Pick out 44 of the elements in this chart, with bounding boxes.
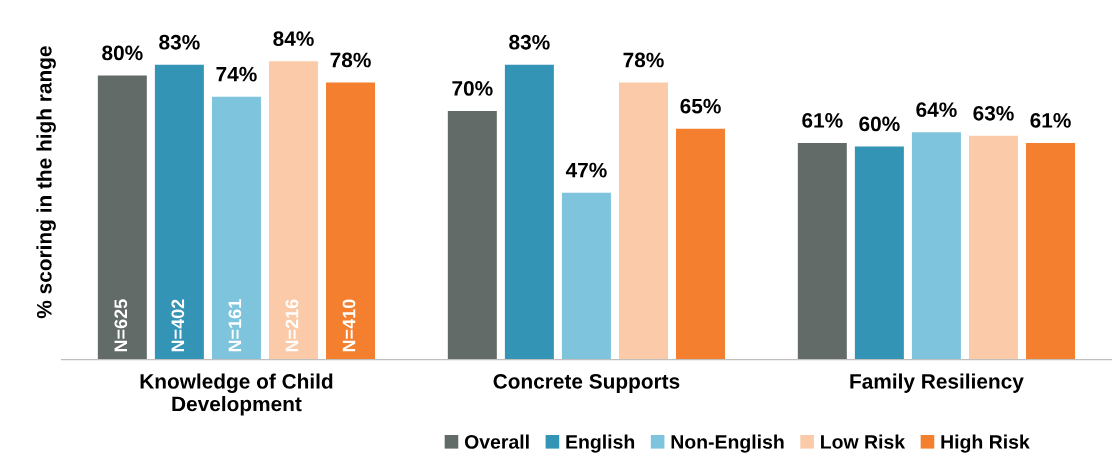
data-label: 64% [916, 102, 957, 118]
bar [676, 128, 726, 360]
data-label: 84% [273, 31, 314, 47]
bar [268, 61, 318, 360]
data-label: 61% [1030, 112, 1071, 128]
bar [854, 146, 904, 360]
bar [211, 96, 261, 360]
data-label: 60% [859, 116, 900, 132]
bar [447, 111, 497, 360]
legend-label: English [566, 434, 635, 453]
data-label: 61% [802, 112, 843, 128]
bar [968, 135, 1018, 360]
data-label: 80% [102, 45, 143, 61]
x-tick-label: Family Resiliency [850, 373, 1024, 393]
y-axis-title: % scoring in the high range [36, 46, 56, 319]
data-label: 65% [680, 98, 721, 114]
bar [154, 64, 204, 360]
legend-label: Low Risk [821, 434, 906, 449]
bar [97, 75, 147, 360]
bar [1026, 142, 1076, 360]
bar [504, 64, 554, 360]
data-label: 83% [159, 34, 200, 50]
bar [326, 82, 376, 360]
annotation: N=625 [114, 299, 128, 352]
bar [618, 82, 668, 360]
data-label: 83% [509, 34, 550, 50]
legend-label: Non-English [671, 434, 784, 453]
data-label: 74% [216, 66, 257, 82]
legend-label: Overall [464, 434, 529, 449]
bar [561, 192, 611, 360]
x-tick-label: Knowledge of Child Development [140, 373, 333, 416]
bar [797, 142, 847, 360]
data-label: 78% [623, 52, 664, 68]
data-label: 78% [330, 52, 371, 68]
x-tick-label: Concrete Supports [493, 374, 680, 393]
annotation: N=216 [285, 299, 299, 352]
data-label: 63% [973, 105, 1014, 121]
data-label: 70% [452, 81, 493, 96]
bar [911, 132, 961, 360]
annotation: N=161 [228, 299, 242, 352]
annotation: N=410 [342, 299, 356, 352]
legend-label: High Risk [941, 434, 1030, 453]
annotation: N=402 [171, 299, 185, 352]
data-label: 47% [565, 162, 607, 178]
